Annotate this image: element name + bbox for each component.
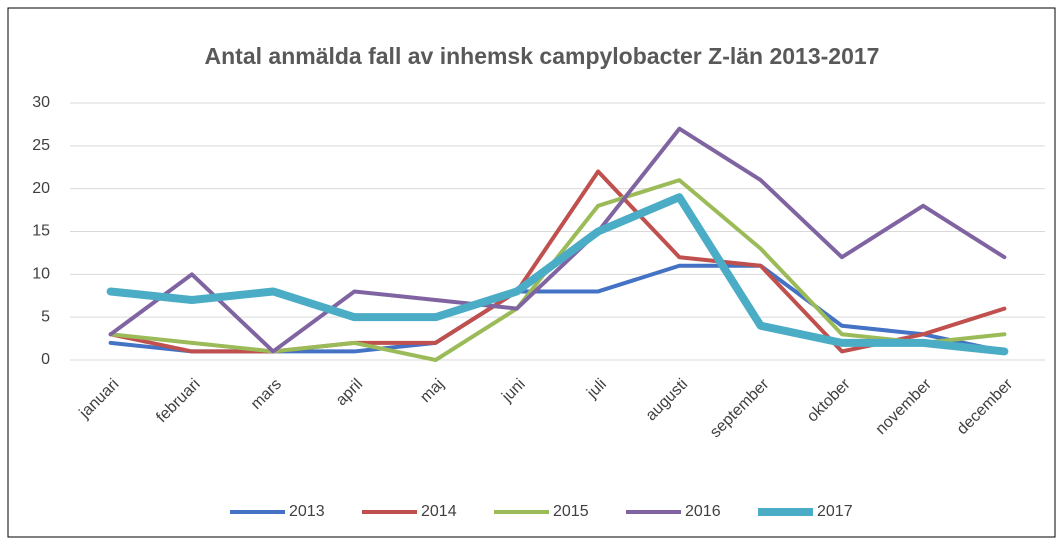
y-tick-label: 10 [32,266,50,283]
y-tick-label: 25 [32,137,50,154]
chart-title: Antal anmälda fall av inhemsk campylobac… [205,43,880,69]
legend-label: 2015 [553,503,589,520]
y-tick-label: 30 [32,94,50,111]
legend-label: 2016 [685,503,721,520]
legend-label: 2013 [289,503,325,520]
y-tick-label: 0 [41,351,50,368]
legend-label: 2017 [817,503,853,520]
y-tick-label: 15 [32,223,50,240]
legend-label: 2014 [421,503,457,520]
series-line [108,126,1007,354]
y-tick-label: 5 [41,308,50,325]
y-tick-label: 20 [32,180,50,197]
series-line [106,193,1009,356]
